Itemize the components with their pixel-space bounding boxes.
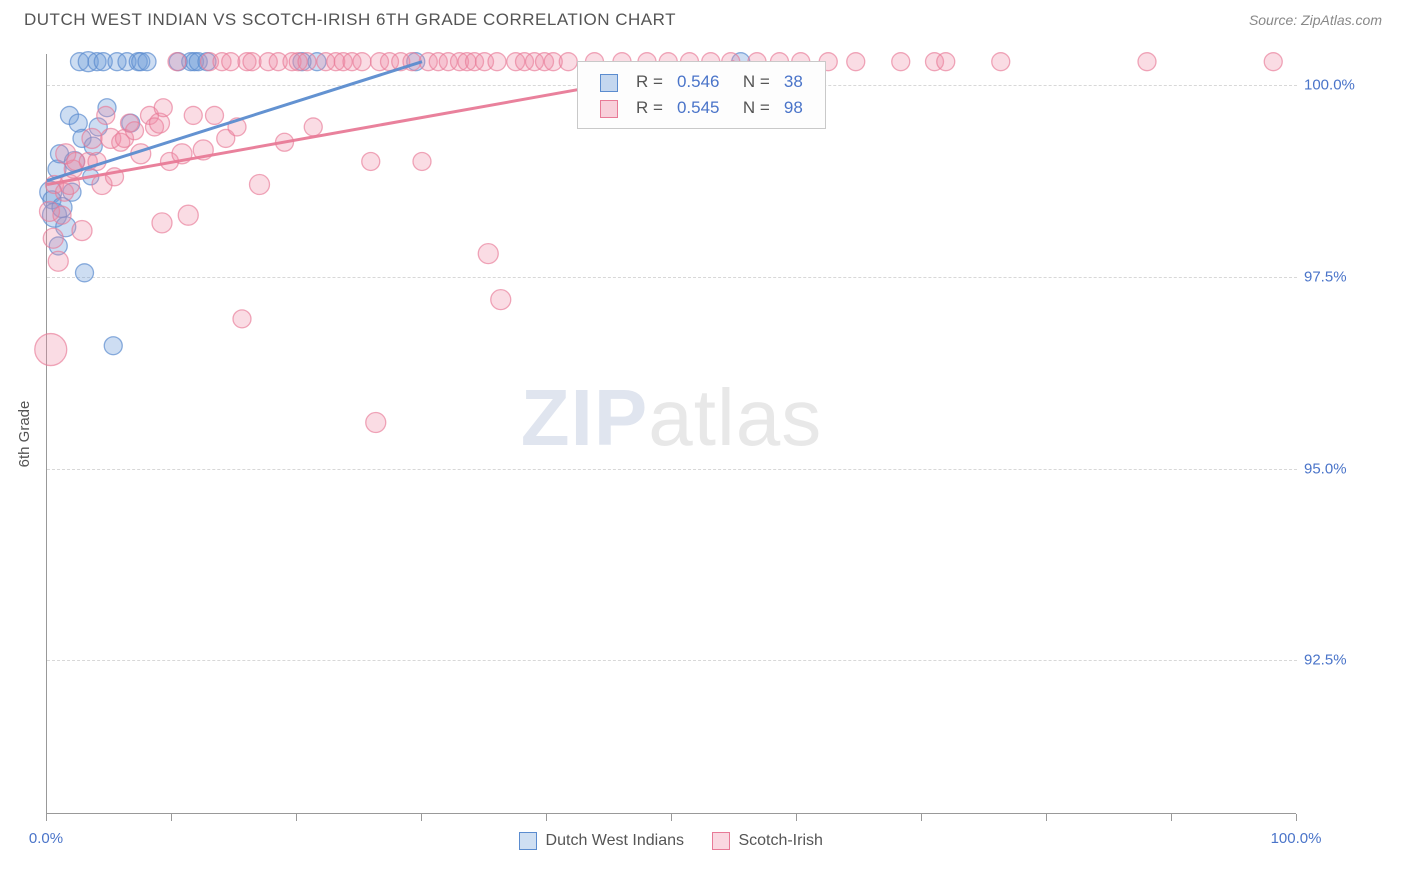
scatter-point (847, 53, 865, 71)
scatter-point (233, 310, 251, 328)
scatter-point (892, 53, 910, 71)
x-tick (421, 814, 422, 821)
legend-swatch (600, 74, 618, 92)
scatter-point (250, 175, 270, 195)
legend-r-value: 0.545 (671, 96, 726, 120)
scatter-point (152, 213, 172, 233)
legend-item: Scotch-Irish (712, 832, 823, 850)
legend-n-label: N = (727, 96, 775, 120)
scatter-point (35, 334, 67, 366)
scatter-point (97, 106, 115, 124)
scatter-point (104, 337, 122, 355)
legend-swatch (519, 832, 537, 850)
scatter-point (43, 228, 63, 248)
plot-area: ZIPatlas R = 0.546 N = 38R = 0.545 N = 9… (46, 54, 1296, 814)
chart-title: DUTCH WEST INDIAN VS SCOTCH-IRISH 6TH GR… (24, 10, 676, 30)
chart-header: DUTCH WEST INDIAN VS SCOTCH-IRISH 6TH GR… (0, 0, 1406, 36)
scatter-point (243, 53, 261, 71)
scatter-point (178, 205, 198, 225)
scatter-point (82, 128, 102, 148)
chart-area: 6th Grade ZIPatlas R = 0.546 N = 38R = 0… (46, 54, 1386, 824)
scatter-point (168, 53, 186, 71)
x-tick (46, 814, 47, 821)
scatter-point (992, 53, 1010, 71)
x-tick (921, 814, 922, 821)
scatter-point (76, 264, 94, 282)
scatter-point (937, 53, 955, 71)
legend-r-label: R = (630, 70, 669, 94)
scatter-point (298, 53, 316, 71)
scatter-point (222, 53, 240, 71)
legend-r-value: 0.546 (671, 70, 726, 94)
y-tick-label: 100.0% (1304, 76, 1355, 93)
x-tick (796, 814, 797, 821)
legend-item: Dutch West Indians (519, 832, 684, 850)
legend-r-label: R = (630, 96, 669, 120)
scatter-point (488, 53, 506, 71)
x-tick (671, 814, 672, 821)
scatter-point (362, 152, 380, 170)
y-tick-label: 92.5% (1304, 652, 1347, 669)
scatter-point (413, 152, 431, 170)
scatter-point (72, 221, 92, 241)
chart-source: Source: ZipAtlas.com (1249, 12, 1382, 28)
y-tick-label: 95.0% (1304, 460, 1347, 477)
scatter-point (1138, 53, 1156, 71)
scatter-point (353, 53, 371, 71)
scatter-point (491, 290, 511, 310)
legend-series-name: Dutch West Indians (546, 832, 684, 849)
scatter-svg (47, 54, 1297, 814)
legend-n-label: N = (727, 70, 775, 94)
legend-series-name: Scotch-Irish (738, 832, 822, 849)
scatter-point (206, 106, 224, 124)
scatter-point (126, 122, 144, 140)
stats-legend: R = 0.546 N = 38 R = 0.545 N = 98 (577, 61, 826, 129)
scatter-point (48, 251, 68, 271)
x-tick (1296, 814, 1297, 821)
scatter-point (138, 53, 156, 71)
legend-swatch (712, 832, 730, 850)
series-legend: Dutch West Indians Scotch-Irish (46, 832, 1296, 850)
scatter-point (184, 106, 202, 124)
scatter-point (154, 99, 172, 117)
legend-swatch (600, 100, 618, 118)
scatter-point (366, 412, 386, 432)
legend-n-value: 98 (778, 96, 809, 120)
x-tick (546, 814, 547, 821)
scatter-point (559, 53, 577, 71)
scatter-point (304, 118, 322, 136)
scatter-point (53, 206, 71, 224)
x-tick (1046, 814, 1047, 821)
scatter-point (1264, 53, 1282, 71)
x-tick (1171, 814, 1172, 821)
x-tick (171, 814, 172, 821)
x-tick (296, 814, 297, 821)
scatter-point (478, 244, 498, 264)
y-tick-label: 97.5% (1304, 268, 1347, 285)
legend-n-value: 38 (778, 70, 809, 94)
y-axis-label: 6th Grade (16, 401, 33, 468)
